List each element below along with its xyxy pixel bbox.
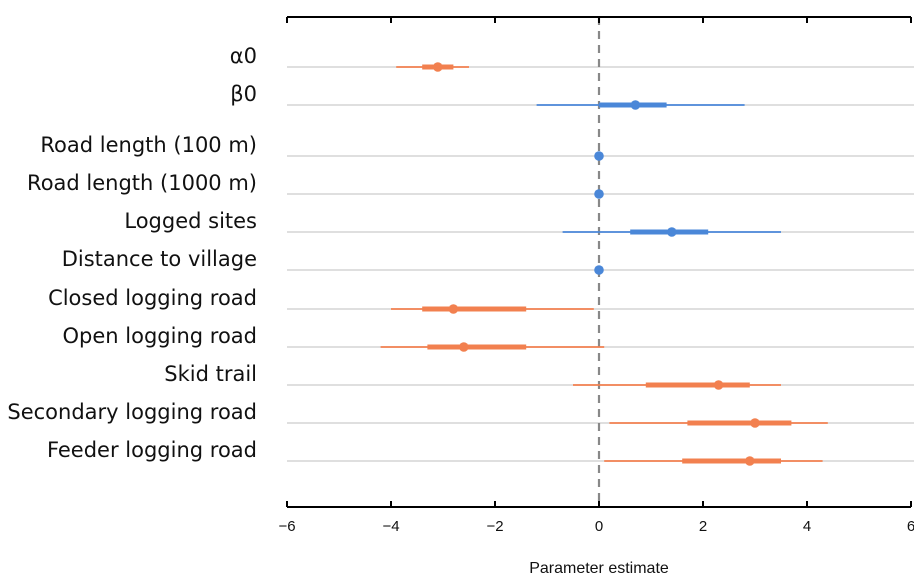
estimate-row bbox=[396, 62, 469, 72]
axes: −6 −4 −2 0 2 4 6 bbox=[278, 16, 914, 535]
row-label: Feeder logging road bbox=[47, 438, 257, 462]
row-label: Closed logging road bbox=[48, 286, 257, 310]
x-tick-label: 0 bbox=[595, 518, 603, 535]
estimate-row bbox=[594, 189, 604, 199]
point-estimate bbox=[448, 304, 459, 314]
point-estimate bbox=[630, 100, 641, 110]
estimate-row bbox=[604, 456, 823, 466]
row-label: Road length (1000 m) bbox=[27, 171, 257, 195]
estimate-row bbox=[536, 100, 745, 110]
estimate-row bbox=[594, 151, 604, 161]
x-tick-label: −4 bbox=[382, 518, 399, 535]
estimate-row bbox=[391, 304, 594, 314]
x-tick-label: 6 bbox=[907, 518, 914, 535]
point-estimate bbox=[459, 342, 469, 352]
row-label: Distance to village bbox=[62, 247, 257, 271]
row-label: Open logging road bbox=[63, 324, 257, 348]
point-estimate bbox=[594, 265, 604, 275]
estimate-row bbox=[562, 227, 781, 237]
x-tick-label: 2 bbox=[699, 518, 707, 535]
row-label: Skid trail bbox=[164, 362, 257, 386]
estimate-row bbox=[609, 418, 828, 428]
point-estimate bbox=[594, 151, 604, 161]
estimate-row bbox=[594, 265, 604, 275]
row-labels: α0 β0 Road length (100 m) Road length (1000… bbox=[7, 44, 257, 462]
row-label: Secondary logging road bbox=[7, 400, 257, 424]
x-tick-label: −6 bbox=[278, 518, 295, 535]
estimate-row bbox=[380, 342, 605, 352]
intervals bbox=[380, 62, 828, 466]
row-label: Road length (100 m) bbox=[40, 133, 257, 157]
row-label: α0 bbox=[230, 44, 257, 68]
gridlines bbox=[287, 66, 914, 462]
x-tick-label: 4 bbox=[803, 518, 811, 535]
point-estimate bbox=[713, 380, 724, 390]
row-label: Logged sites bbox=[124, 209, 257, 233]
point-estimate bbox=[594, 189, 604, 199]
row-label: β0 bbox=[230, 82, 257, 106]
point-estimate bbox=[750, 418, 760, 428]
point-estimate bbox=[745, 456, 755, 466]
point-estimate bbox=[667, 227, 677, 237]
x-tick-label: −2 bbox=[486, 518, 503, 535]
point-estimate bbox=[433, 62, 443, 72]
x-axis-title: Parameter estimate bbox=[529, 560, 669, 575]
estimate-row bbox=[573, 380, 781, 390]
